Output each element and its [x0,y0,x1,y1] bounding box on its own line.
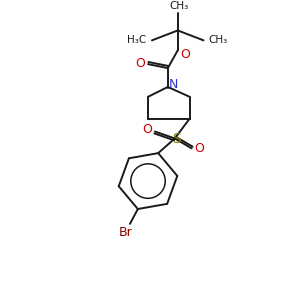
Text: O: O [181,48,190,61]
Text: O: O [142,123,152,136]
Text: CH₃: CH₃ [209,35,228,45]
Text: S: S [172,133,181,146]
Text: O: O [135,57,145,70]
Text: H₃C: H₃C [128,35,147,45]
Text: CH₃: CH₃ [169,1,188,11]
Text: N: N [169,78,178,92]
Text: O: O [195,142,205,155]
Text: Br: Br [119,226,133,239]
